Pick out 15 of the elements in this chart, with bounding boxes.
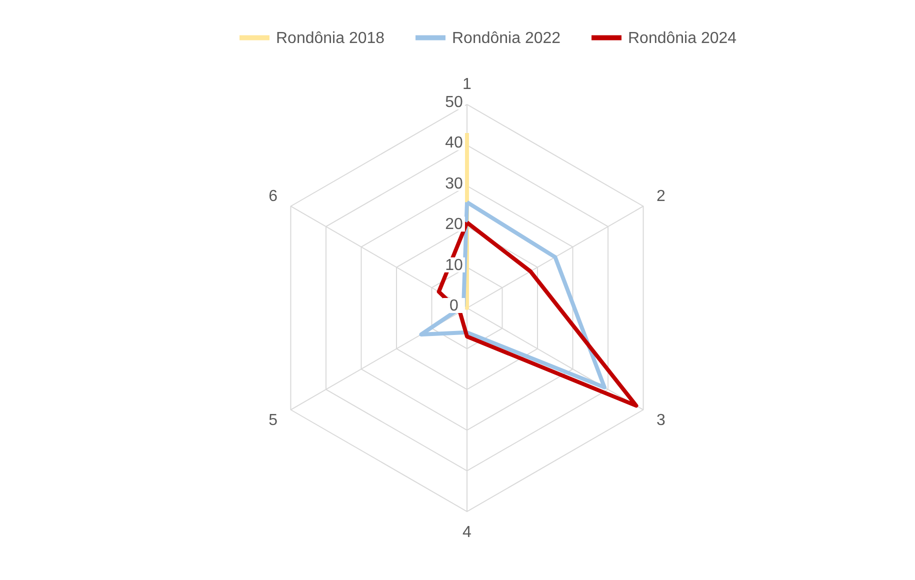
- legend-label: Rondônia 2022: [452, 30, 561, 47]
- spoke-label: 1: [462, 76, 472, 94]
- spoke-label: 5: [268, 412, 278, 429]
- y-tick-label: 0: [450, 298, 459, 315]
- legend-label: Rondônia 2018: [276, 30, 385, 47]
- y-tick-label: 20: [445, 216, 463, 234]
- y-tick-label: 10: [445, 256, 463, 274]
- spoke-label: 6: [268, 188, 278, 206]
- y-tick-label: 40: [445, 134, 463, 152]
- spoke-label: 2: [656, 188, 666, 206]
- y-tick-label: 30: [445, 175, 463, 192]
- spoke-label: 3: [656, 412, 666, 429]
- y-tick-label: 50: [445, 94, 463, 112]
- spoke-label: 4: [462, 524, 472, 541]
- legend-label: Rondônia 2024: [628, 30, 737, 47]
